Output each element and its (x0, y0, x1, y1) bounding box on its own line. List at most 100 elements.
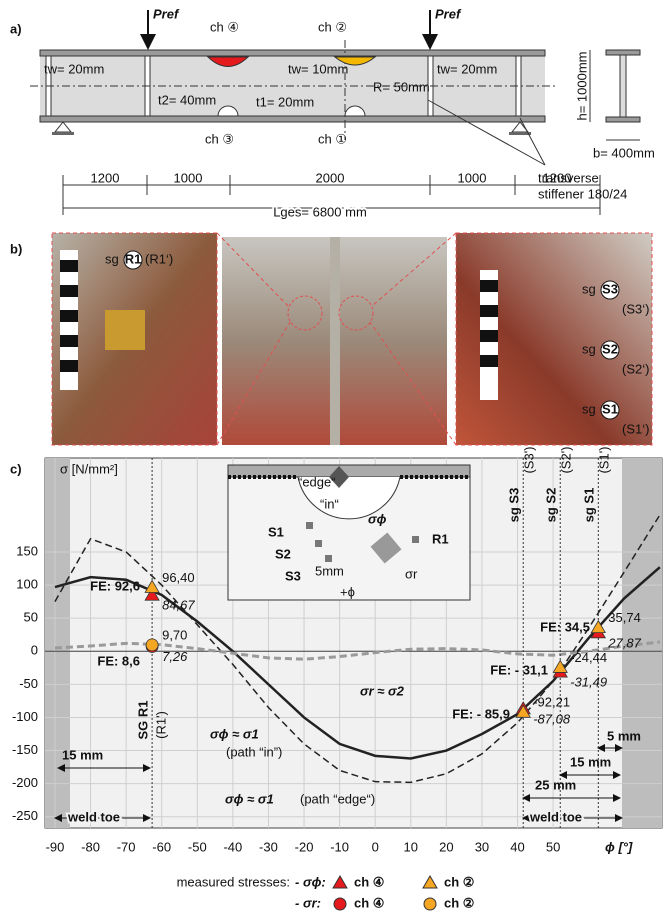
y-tick-label: -50 (19, 676, 38, 691)
x-axis-label: ϕ [°] (605, 839, 633, 854)
y-tick-label: 150 (16, 543, 38, 558)
shape (45, 458, 70, 828)
x-tick-label: -10 (330, 839, 349, 854)
legend-marker (334, 898, 346, 910)
x-tick-label: -70 (117, 839, 136, 854)
x-tick-label: -20 (295, 839, 314, 854)
shape (55, 122, 71, 132)
label: (path “edge“) (300, 791, 375, 806)
legend-label: ch ② (444, 874, 474, 889)
fe-label: FE: 34,5 (540, 619, 590, 634)
label: S3 (602, 281, 618, 296)
label: S1 (602, 401, 618, 416)
group (52, 233, 652, 445)
shape (330, 237, 340, 445)
fe-label: FE: - 85,9 (452, 706, 510, 721)
x-tick-label: 10 (404, 839, 418, 854)
fe-label: FE: - 31,1 (490, 662, 548, 677)
label: 1000 (174, 170, 203, 185)
label: (path “in”) (226, 744, 282, 759)
sg-label: SG R1 (136, 700, 151, 739)
sg-label: sg S2 (544, 488, 559, 523)
label: sg (582, 341, 596, 356)
value-label: 84,67 (162, 598, 195, 613)
value-label: -92,21 (533, 695, 570, 710)
label: transverse (538, 170, 599, 185)
x-tick-label: -90 (46, 839, 65, 854)
value-label: -87,08 (533, 711, 571, 726)
value-label: -31,49 (570, 675, 607, 690)
label: σr (405, 566, 418, 581)
label: S2 (275, 546, 291, 561)
label: tw= 20mm (44, 61, 104, 76)
x-tick-label: -50 (188, 839, 207, 854)
label: h= 1000mm (574, 51, 589, 120)
shape (52, 132, 74, 135)
sg-alt: (S3') (522, 446, 537, 473)
sg-alt: (S2') (559, 446, 574, 473)
shape (315, 540, 322, 547)
label: sg (582, 401, 596, 416)
sg-alt: (R1') (154, 711, 169, 739)
label: S1 (268, 524, 284, 539)
y-tick-label: -250 (12, 808, 38, 823)
label: c) (10, 461, 22, 476)
y-tick-label: 100 (16, 577, 38, 592)
y-tick-label: -100 (12, 709, 38, 724)
shape (306, 522, 313, 529)
x-tick-label: 20 (439, 839, 453, 854)
x-tick-label: 50 (546, 839, 560, 854)
label: 25 mm (535, 777, 576, 792)
legend-marker (333, 876, 347, 888)
label: 5 mm (607, 728, 641, 743)
shape (606, 50, 640, 55)
label: Pref (153, 6, 180, 21)
legend-label: ch ② (444, 895, 474, 910)
legend-marker (423, 876, 437, 888)
legend-row: - σϕ: (295, 874, 326, 889)
label: weld toe (529, 809, 582, 824)
label: σϕ (368, 511, 387, 526)
label: Lges= 6800 mm (273, 204, 367, 219)
label: weld toe (67, 809, 120, 824)
label: t2= 40mm (158, 92, 216, 107)
shape (620, 55, 626, 117)
sg-label: sg S1 (582, 488, 597, 523)
legend-marker (424, 898, 436, 910)
x-tick-label: -80 (81, 839, 100, 854)
label: (S2‘) (622, 361, 649, 376)
x-tick-label: -30 (259, 839, 278, 854)
legend-title: measured stresses: (177, 874, 290, 889)
shape (412, 536, 419, 543)
label: “edge“ (298, 474, 336, 489)
label: ch ④ (210, 19, 239, 34)
sg-label: sg S3 (507, 488, 522, 523)
y-tick-label: -200 (12, 775, 38, 790)
x-tick-label: 30 (475, 839, 489, 854)
sg-alt: (S1') (597, 446, 612, 473)
value-label: 35,74 (608, 610, 641, 625)
label: S2 (602, 341, 618, 356)
label: 15 mm (62, 747, 103, 762)
y-axis-label: σ [N/mm²] (60, 461, 118, 476)
label: 1000 (458, 170, 487, 185)
label: +ϕ (340, 584, 355, 599)
label: σϕ ≈ σ1 (210, 726, 259, 741)
shape (105, 310, 145, 350)
shape (512, 122, 528, 132)
value-label: 27,87 (607, 635, 641, 650)
shape (606, 117, 640, 122)
label: S3 (285, 568, 301, 583)
label: 2000 (316, 170, 345, 185)
value-label: 7,26 (162, 649, 188, 664)
label: a) (10, 21, 22, 36)
label: tw= 10mm (288, 61, 348, 76)
fe-label: FE: 92,6 (90, 578, 140, 593)
shape (40, 116, 545, 122)
label: σr ≈ σ2 (360, 683, 405, 698)
label: ch ③ (205, 131, 234, 146)
label: (S1‘) (622, 421, 649, 436)
label: stiffener 180/24 (538, 186, 627, 201)
label: (S3‘) (622, 301, 649, 316)
fe-label: FE: 8,6 (97, 653, 140, 668)
